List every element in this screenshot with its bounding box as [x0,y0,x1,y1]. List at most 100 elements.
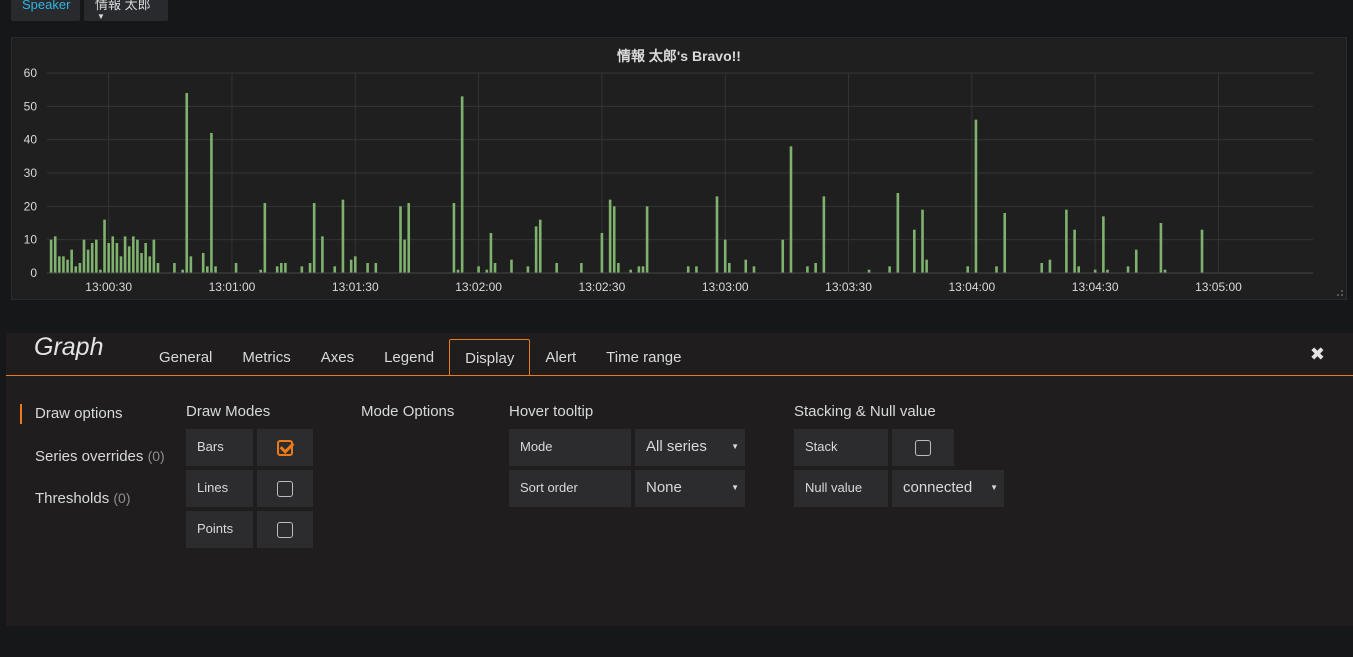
bar [1073,229,1076,273]
tab-metrics[interactable]: Metrics [242,349,291,366]
bar [510,259,513,273]
bar [1106,269,1109,273]
bar [896,193,900,273]
x-tick-label: 13:02:00 [455,280,502,294]
hover-tooltip-section: Hover tooltip Mode All series ▼ Sort ord… [509,403,745,511]
editor-divider [6,375,1353,376]
bar [263,203,267,273]
tab-axes[interactable]: Axes [320,349,355,366]
bar [312,203,316,273]
stack-checkbox[interactable] [892,429,954,466]
bar [62,256,65,273]
bar [912,229,916,273]
variable-dropdown[interactable]: 情報 太郎▼ [84,0,168,21]
bar [82,239,86,273]
series-overrides-count: (0) [147,448,165,464]
tab-legend[interactable]: Legend [384,349,435,366]
checkbox-unchecked-icon [277,521,293,538]
bar [781,239,785,273]
close-icon[interactable]: ✖ [1309,344,1325,364]
variable-label-text: Speaker [22,0,71,12]
y-tick-label: 10 [24,233,38,247]
tab-alert[interactable]: Alert [545,349,577,366]
bar [1065,209,1068,273]
side-nav-label: Thresholds [35,490,110,507]
bar [210,133,213,273]
side-nav-thresholds[interactable]: Thresholds (0) [20,487,165,529]
bar [119,256,123,273]
x-tick-label: 13:01:00 [209,280,256,294]
side-nav-series-overrides[interactable]: Series overrides (0) [20,445,165,487]
tooltip-mode-select[interactable]: All series ▼ [635,429,745,466]
x-tick-label: 13:02:30 [579,280,626,294]
x-tick-label: 13:01:30 [332,280,379,294]
graph-panel[interactable]: 情報 太郎's Bravo!! 0 10 20 30 40 50 60 13:00:30 13:… [11,37,1347,300]
bar [206,266,209,273]
bar [686,266,690,273]
bar [144,243,147,273]
y-tick-label: 30 [24,166,38,180]
bar [78,263,82,273]
section-title: Draw Modes [186,403,271,420]
panel-title[interactable]: 情報 太郎's Bravo!! [617,48,741,64]
null-value-select[interactable]: connected ▼ [892,470,1004,507]
bars-checkbox[interactable] [257,429,313,466]
bar [234,263,238,273]
bar [974,119,978,274]
bar [641,266,645,273]
bar [921,209,924,273]
bar [1134,249,1138,273]
bar [617,263,620,273]
bar-chart: 0 10 20 30 40 50 60 13:00:30 13:01:00 13:01:30 13:… [24,66,1313,294]
bar [1093,269,1097,273]
bar [744,259,748,273]
points-checkbox[interactable] [257,511,313,548]
editor-tabs: General Metrics Axes Legend Display Aler… [144,339,696,376]
tooltip-mode-label: Mode [509,429,631,466]
x-tick-label: 13:04:00 [948,280,995,294]
y-tick-label: 50 [24,99,38,113]
sort-order-select[interactable]: None ▼ [635,470,745,507]
tab-general[interactable]: General [159,349,213,366]
x-tick-label: 13:04:30 [1072,280,1119,294]
select-value: All series [646,438,707,455]
bar [1003,213,1007,273]
bar [353,256,357,273]
bar [399,206,402,273]
bar [1040,263,1044,273]
variable-label: Speaker [11,0,80,21]
bar [107,243,110,273]
panel-editor: Graph General Metrics Axes Legend Displa… [6,333,1353,626]
side-nav-draw-options[interactable]: Draw options [20,403,165,445]
tab-display[interactable]: Display [449,339,531,376]
bar [1077,266,1081,273]
bar [580,263,583,273]
bar [1200,229,1204,273]
bar [127,246,131,273]
variable-value: 情報 太郎 [95,0,151,12]
x-tick-label: 13:05:00 [1195,280,1242,294]
bar [695,266,698,273]
bar [995,266,998,273]
bar [259,269,263,273]
tab-time-range[interactable]: Time range [606,349,682,366]
bar [185,93,189,273]
bar [74,266,78,273]
bar [1159,223,1163,273]
bar [715,196,719,273]
section-title: Stacking & Null value [794,403,936,420]
bar [366,263,369,273]
resize-handle-icon[interactable] [1337,290,1343,296]
bar [806,266,809,273]
x-tick-label: 13:00:30 [85,280,132,294]
bar [1126,266,1130,273]
bar [132,236,135,273]
bar [111,236,115,273]
bar [374,263,378,273]
lines-checkbox[interactable] [257,470,313,507]
bar [99,269,102,273]
bar [555,263,558,273]
bar [173,263,176,273]
bar [300,266,304,273]
bar [275,266,279,273]
